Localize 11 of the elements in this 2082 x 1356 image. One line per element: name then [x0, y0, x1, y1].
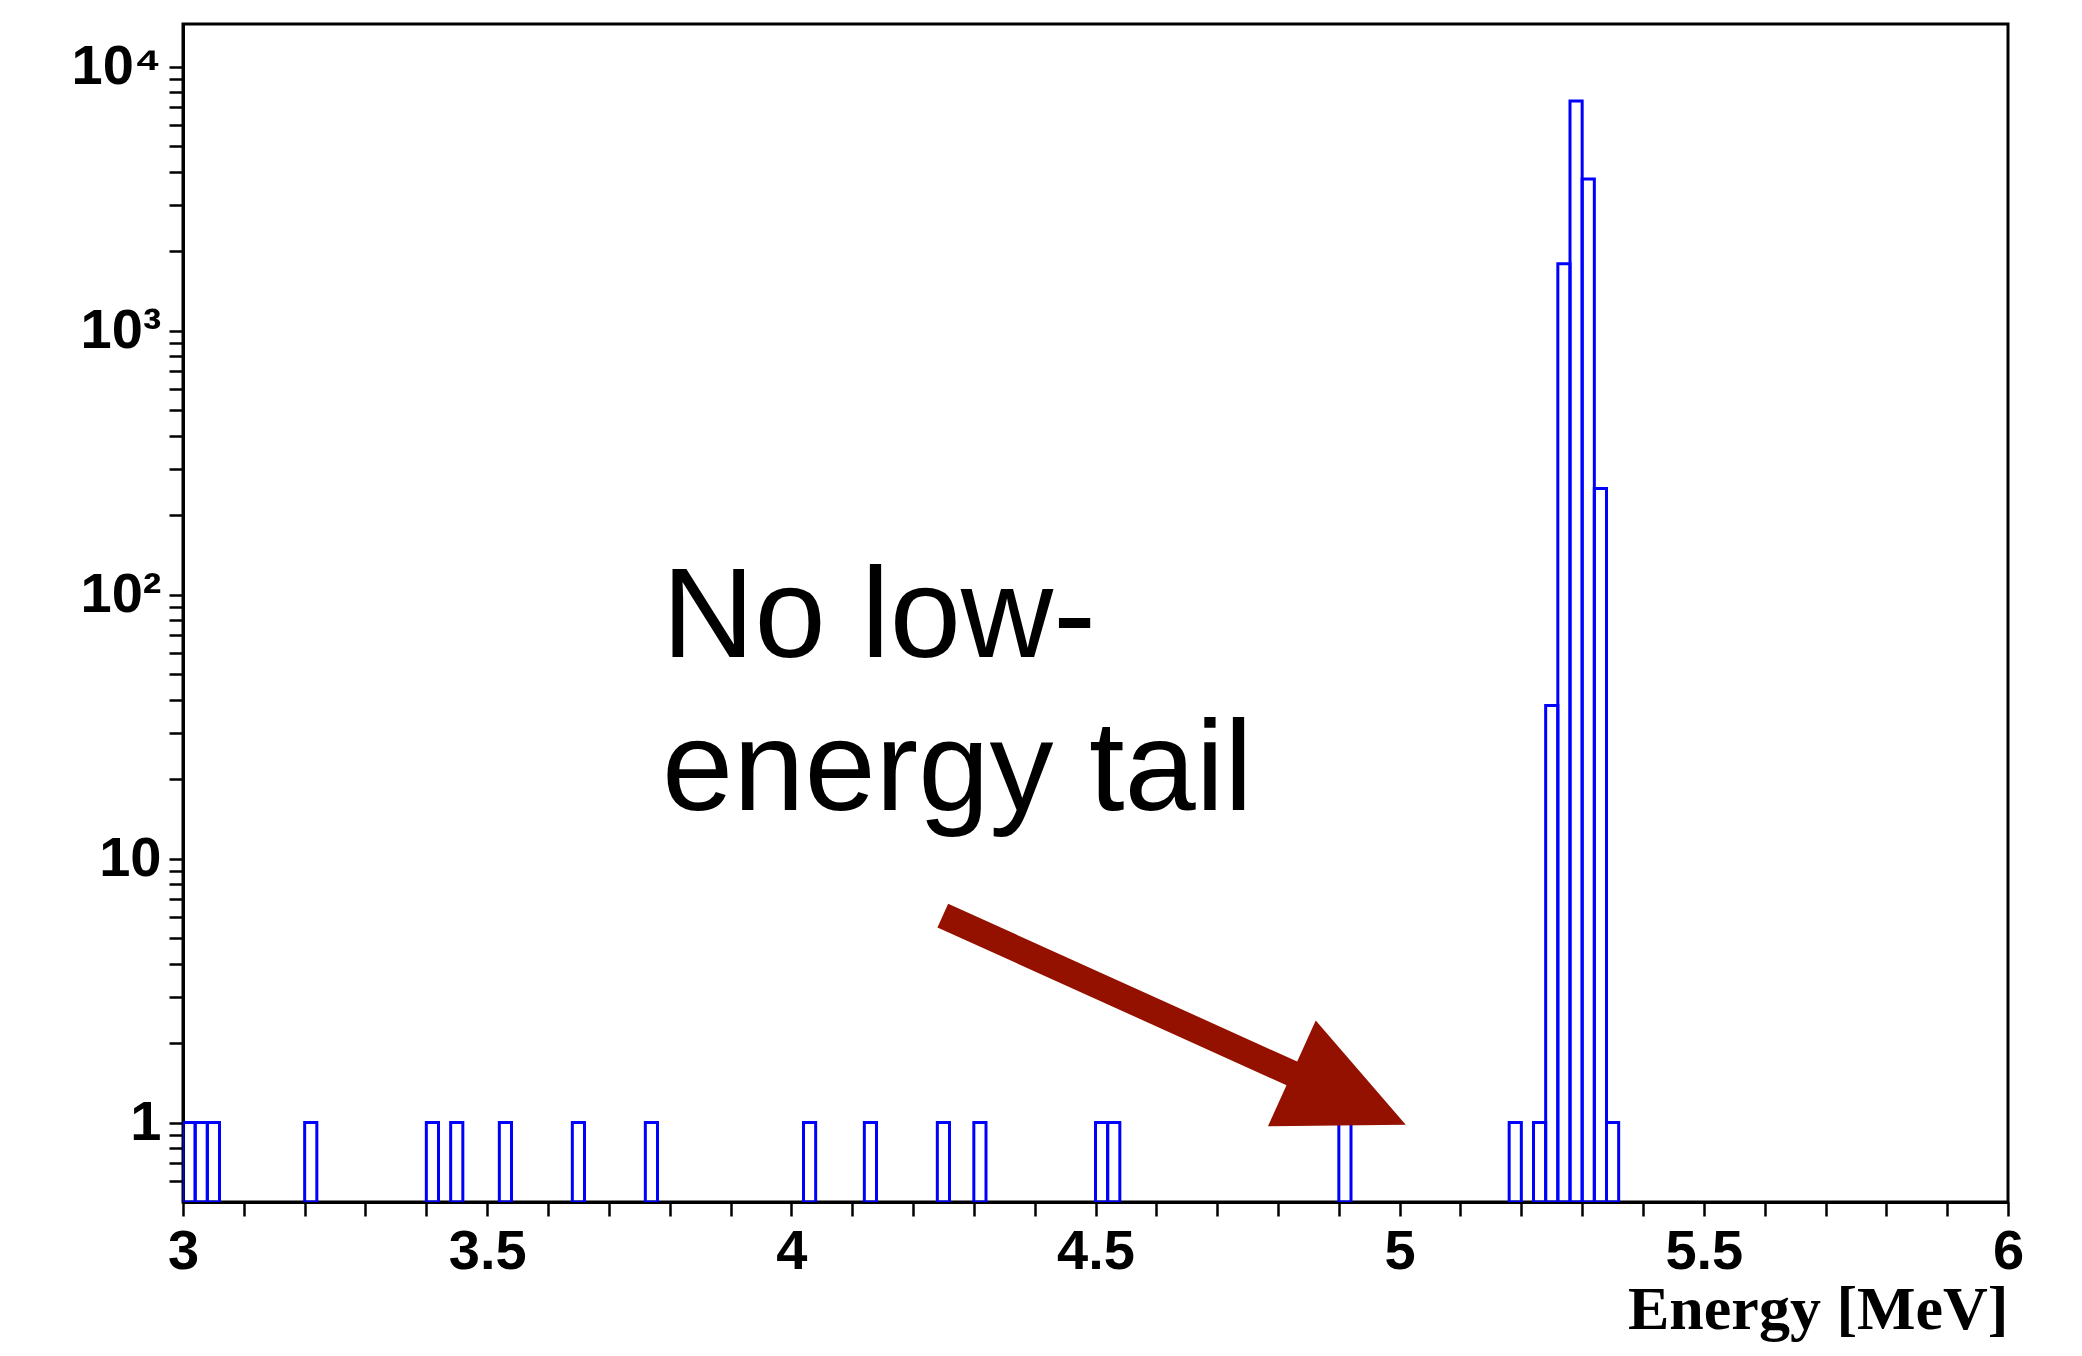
y-tick-label: 1: [130, 1089, 162, 1153]
y-tick-label: 10⁴: [71, 33, 162, 97]
x-tick-label: 4: [776, 1217, 808, 1281]
y-tick-label: 10²: [80, 561, 162, 625]
y-tick-label: 10: [99, 825, 162, 889]
x-tick-label: 3.5: [448, 1217, 527, 1281]
y-tick-label: 10³: [80, 297, 162, 361]
x-tick-label: 4.5: [1057, 1217, 1135, 1281]
annotation: No low-energy tail: [662, 541, 1253, 837]
x-tick-label: 5: [1384, 1217, 1416, 1281]
x-tick-label: 3: [167, 1217, 200, 1281]
